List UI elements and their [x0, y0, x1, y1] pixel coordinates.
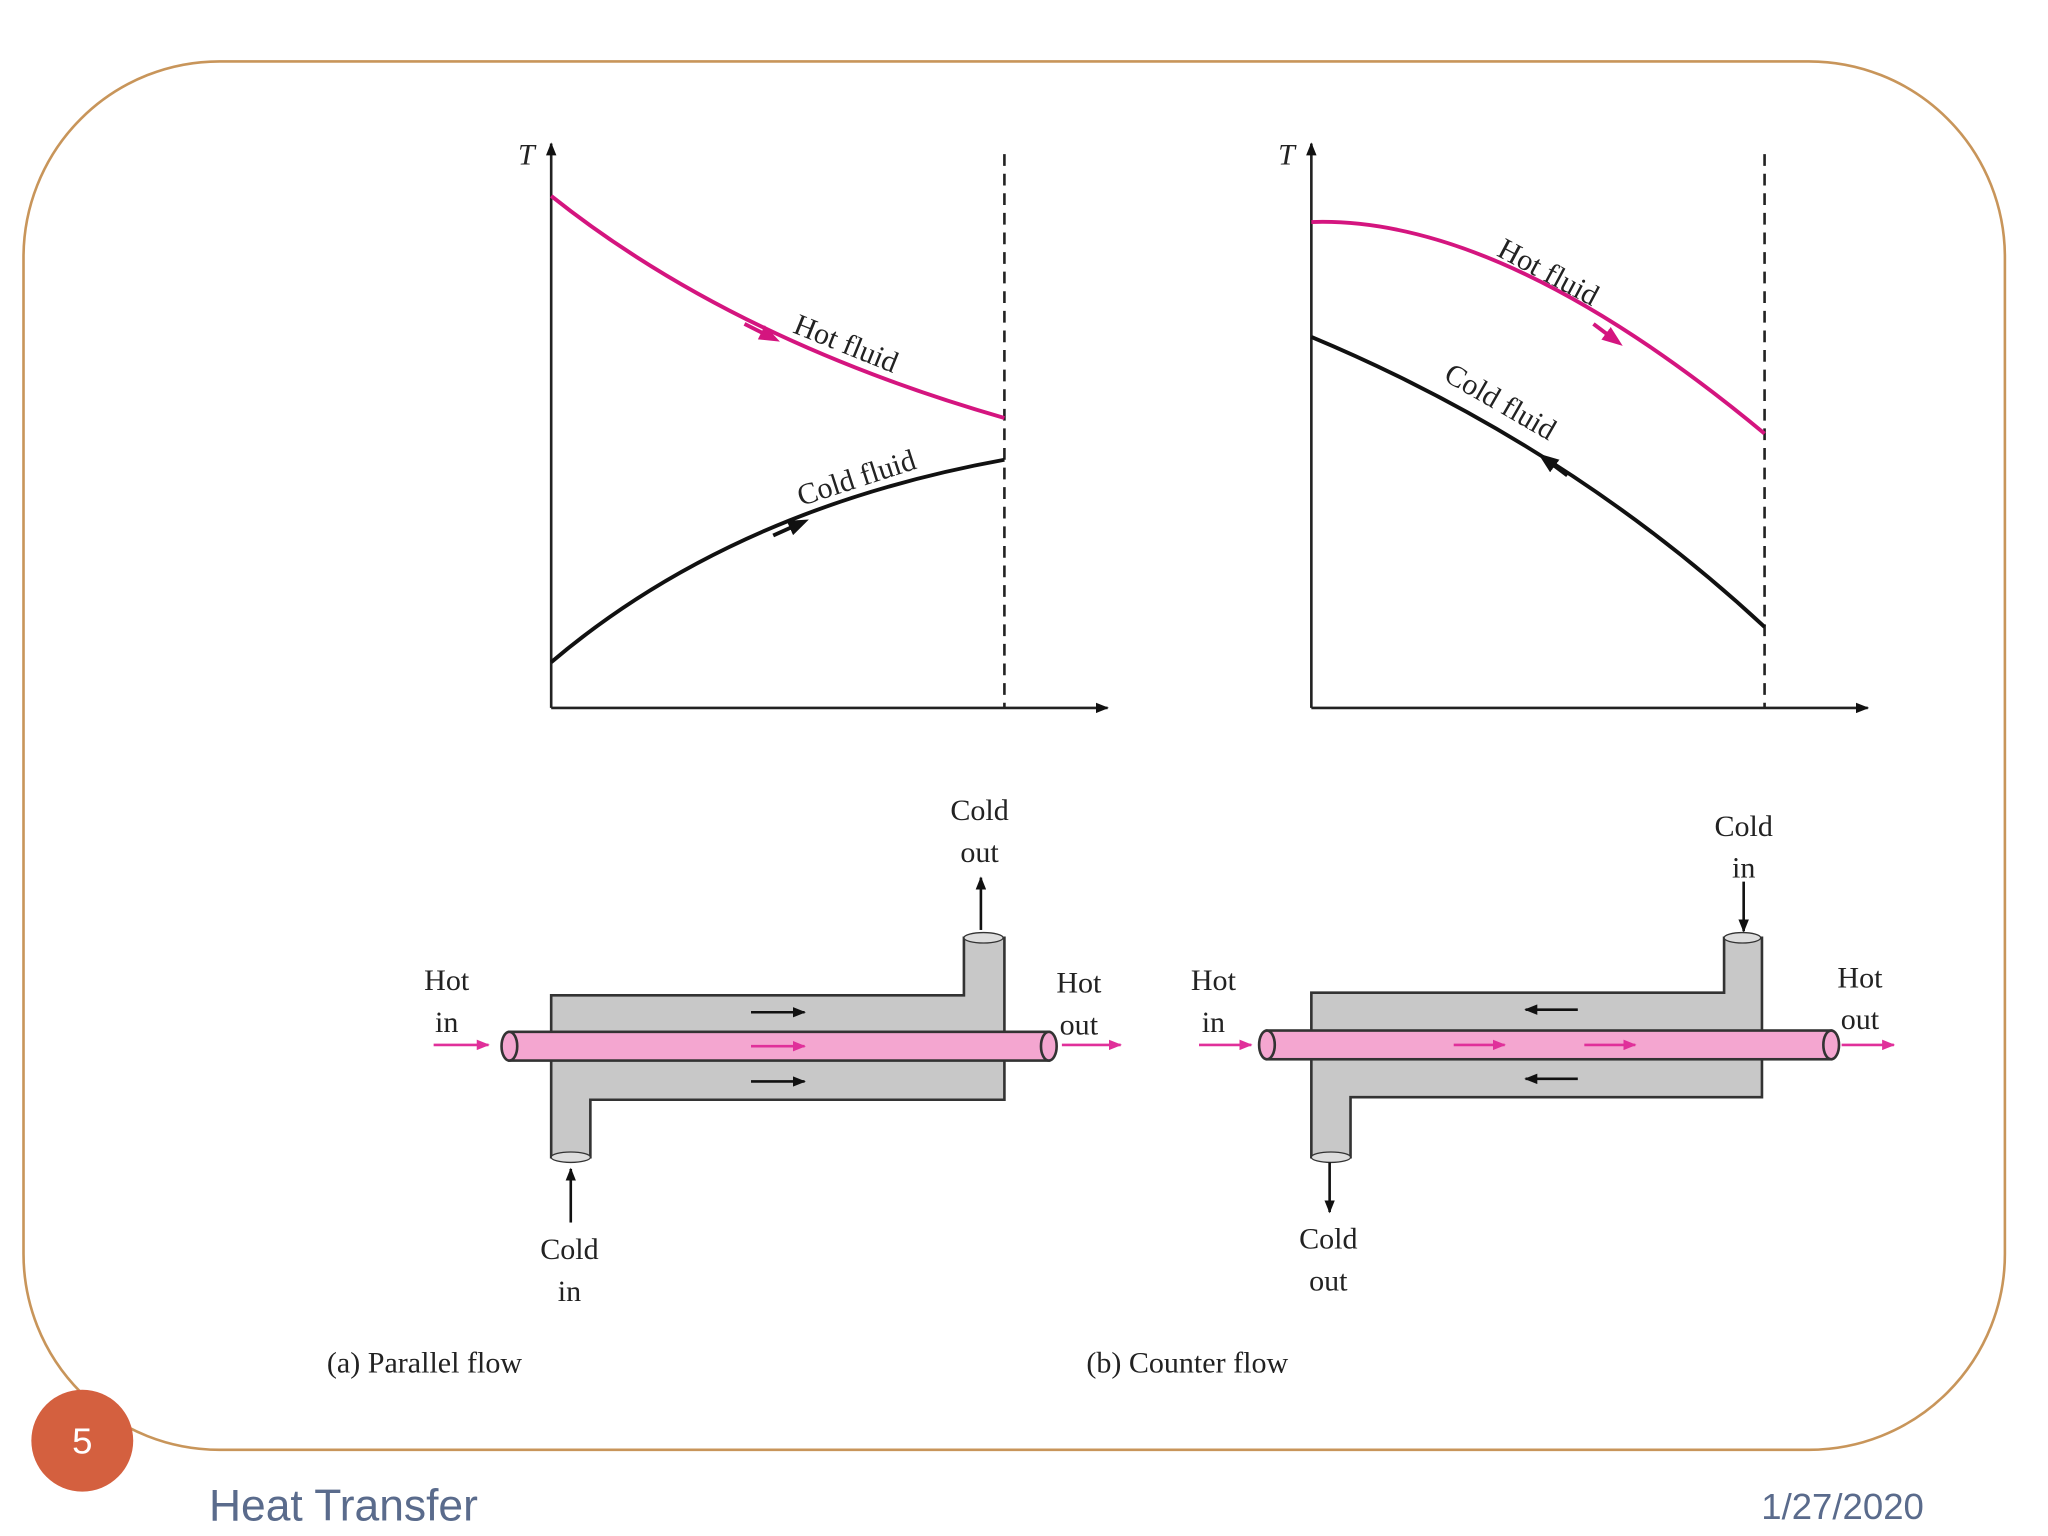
- shape: [963, 931, 1004, 944]
- slide-number: 5: [72, 1421, 92, 1462]
- shape: [1265, 1029, 1833, 1061]
- footer: Heat Transfer: [209, 1481, 478, 1530]
- caption: (b) Counter flow: [1086, 1347, 1288, 1380]
- axis-label: T: [518, 139, 537, 172]
- label: Hot: [1837, 961, 1883, 994]
- label: Hot: [1056, 967, 1102, 1000]
- label: Hot: [1191, 964, 1237, 997]
- label: out: [1060, 1008, 1099, 1041]
- shape: [1723, 931, 1762, 944]
- shape: [1822, 1029, 1841, 1061]
- hot-curve-label: Hot fluid: [1492, 232, 1604, 312]
- hot-curve: [1311, 219, 1766, 436]
- label: in: [558, 1275, 581, 1308]
- cold-curve: [549, 457, 1005, 664]
- label: Cold: [1299, 1223, 1357, 1256]
- panel-b: T Hot fluid Cold fluid Hot in Hot out Co…: [1086, 139, 1896, 1380]
- slide-frame: [22, 60, 2007, 1452]
- label: out: [1309, 1264, 1348, 1297]
- shape: [1039, 1030, 1058, 1062]
- label: out: [1841, 1003, 1880, 1036]
- shape: [772, 519, 809, 538]
- shape: [550, 1151, 592, 1164]
- label: Hot: [424, 964, 470, 997]
- shape: [1538, 453, 1569, 477]
- hot-curve: [549, 194, 1005, 420]
- label: Cold: [950, 794, 1008, 827]
- hot-curve-label: Hot fluid: [789, 308, 903, 380]
- axis-label: T: [1278, 139, 1297, 172]
- shape: [1257, 1029, 1277, 1061]
- shape: [500, 1030, 519, 1062]
- label: in: [1202, 1006, 1225, 1039]
- cold-curve-label: Cold fluid: [1439, 357, 1562, 447]
- shape: [508, 1030, 1051, 1062]
- label: Cold: [540, 1233, 598, 1266]
- panel-a: T Hot fluid Cold fluid Hot in Hot out Co…: [327, 139, 1122, 1380]
- date: 1/27/2020: [1761, 1486, 1924, 1527]
- label: Cold: [1714, 810, 1772, 843]
- label: in: [435, 1006, 458, 1039]
- caption: (a) Parallel flow: [327, 1347, 522, 1380]
- shape: [1592, 322, 1623, 346]
- cold-curve-label: Cold fluid: [793, 444, 920, 513]
- label: out: [960, 836, 999, 869]
- slide-number-badge: [31, 1389, 134, 1492]
- label: in: [1732, 852, 1755, 885]
- shape: [1310, 1151, 1352, 1164]
- shape: [743, 322, 780, 342]
